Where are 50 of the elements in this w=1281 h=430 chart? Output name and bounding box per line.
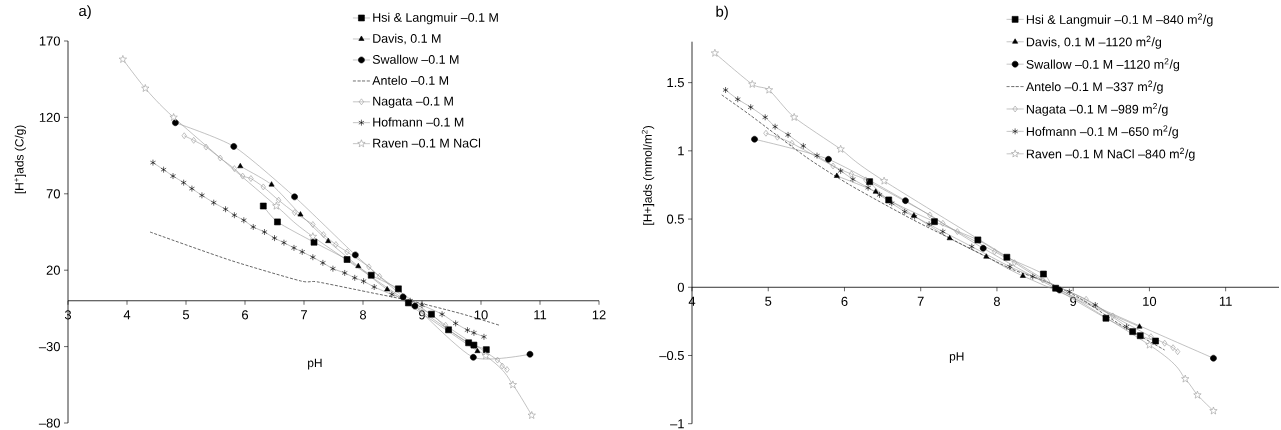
chart-title: b) <box>716 5 728 20</box>
x-tick-label: 10 <box>474 310 488 320</box>
x-tick-label: 3 <box>64 310 72 320</box>
y-tick-label: 70 <box>46 189 60 199</box>
legend-label: Hsi & Langmuir –0.1 M –840 m$^{2}$/g <box>1026 13 1213 27</box>
y-tick-label: 20 <box>46 265 60 275</box>
x-tick-label: 4 <box>123 310 131 320</box>
legend-label: Swallow –0.1 M –1120 m$^{2}$/g <box>1026 58 1180 72</box>
y-tick-label: 1 <box>678 146 684 156</box>
x-tick-label: 7 <box>917 296 924 306</box>
legend-label: Raven –0.1 M NaCl <box>373 138 481 148</box>
legend-label: Antelo –0.1 M –337 m$^{2}$/g <box>1025 80 1163 94</box>
legend-label: Davis, 0.1 M –1120 m$^{2}$/g <box>1026 35 1162 49</box>
y-tick-label: 1.5 <box>667 78 684 88</box>
x-tick-label: 9 <box>419 310 425 320</box>
x-tick-label: 6 <box>242 310 249 320</box>
y-tick-label: 120 <box>39 112 60 122</box>
legend-label: Hofmann –0.1 M –650 m$^{2}$/g <box>1026 125 1178 139</box>
y-tick-label: –80 <box>38 418 60 428</box>
legend-label: Swallow –0.1 M <box>372 54 459 64</box>
y-tick-label: 0 <box>677 282 684 292</box>
y-tick-label: 0.5 <box>666 214 684 224</box>
x-tick-label: 8 <box>993 296 1000 306</box>
x-axis-title: pH <box>308 358 322 370</box>
x-tick-label: 11 <box>534 310 547 320</box>
y-tick-label: –1 <box>670 419 684 429</box>
y-axis-title: [H$^{+}$]ads (C/g) <box>14 125 26 194</box>
x-tick-label: 11 <box>1219 296 1232 306</box>
chart-title: a) <box>79 5 91 20</box>
x-tick-label: 5 <box>765 296 772 306</box>
x-axis-title: pH <box>949 352 964 363</box>
legend-label: Nagata –0.1 M –989 m$^{2}$/g <box>1026 103 1168 117</box>
y-tick-label: –30 <box>38 342 60 352</box>
y-tick-label: –0.5 <box>659 350 684 361</box>
x-tick-label: 8 <box>359 310 367 320</box>
legend-label: Hsi & Langmuir –0.1 M <box>373 12 498 25</box>
legend-label: Hofmann –0.1 M <box>373 117 464 127</box>
x-tick-label: 9 <box>1070 296 1077 306</box>
x-tick-label: 12 <box>592 310 606 320</box>
x-tick-label: 6 <box>841 296 848 306</box>
x-tick-label: 5 <box>182 310 190 320</box>
x-tick-label: 4 <box>688 296 696 306</box>
legend-label: Antelo –0.1 M <box>372 75 449 85</box>
x-tick-label: 7 <box>301 310 307 320</box>
y-tick-label: 170 <box>39 36 60 46</box>
x-tick-label: 10 <box>1143 296 1157 306</box>
legend-label: Davis, 0.1 M <box>373 33 441 45</box>
y-axis-title: [H+]ads (mmol/m$^{2}$) <box>641 126 655 225</box>
legend-label: Nagata –0.1 M <box>373 96 453 108</box>
legend-label: Raven –0.1 M NaCl –840 m$^{2}$/g <box>1026 147 1195 161</box>
